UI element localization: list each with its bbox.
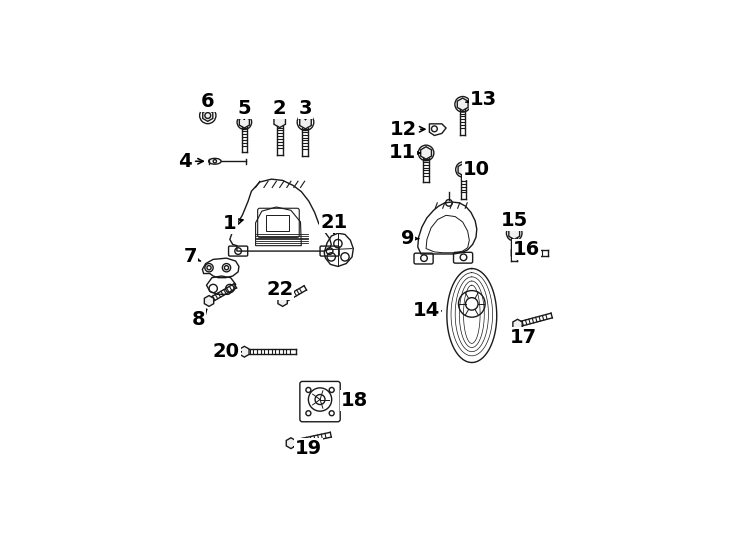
Polygon shape: [204, 295, 214, 306]
Polygon shape: [240, 346, 249, 357]
Polygon shape: [509, 227, 520, 239]
Polygon shape: [239, 116, 250, 128]
Text: 7: 7: [184, 247, 200, 266]
Text: 5: 5: [238, 99, 251, 119]
Text: 4: 4: [178, 152, 203, 171]
Text: 9: 9: [401, 229, 418, 248]
Polygon shape: [457, 98, 468, 111]
Text: 10: 10: [463, 160, 490, 179]
Text: 8: 8: [192, 309, 207, 329]
Polygon shape: [512, 246, 522, 259]
Polygon shape: [299, 116, 311, 129]
Text: 17: 17: [510, 328, 537, 347]
Text: 6: 6: [201, 92, 214, 111]
Polygon shape: [274, 114, 286, 127]
Text: 14: 14: [413, 301, 441, 320]
Polygon shape: [203, 110, 213, 122]
Text: 20: 20: [213, 342, 241, 361]
Text: 19: 19: [294, 438, 322, 458]
Text: 1: 1: [223, 214, 243, 233]
Polygon shape: [278, 295, 287, 306]
Text: 11: 11: [389, 144, 420, 163]
Text: 3: 3: [299, 99, 312, 119]
Text: 13: 13: [466, 90, 497, 109]
Text: 2: 2: [273, 99, 286, 118]
Polygon shape: [421, 147, 432, 159]
Text: 16: 16: [513, 240, 540, 259]
Text: 18: 18: [341, 392, 368, 410]
Text: 15: 15: [501, 211, 528, 230]
Text: 12: 12: [390, 120, 425, 139]
Polygon shape: [286, 438, 296, 449]
Polygon shape: [513, 319, 522, 330]
Text: 21: 21: [320, 213, 347, 233]
Polygon shape: [458, 163, 469, 176]
Text: 22: 22: [266, 280, 294, 299]
